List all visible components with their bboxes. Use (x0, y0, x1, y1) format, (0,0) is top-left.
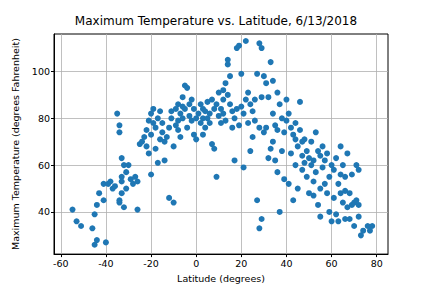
svg-text:-20: -20 (143, 258, 159, 269)
svg-text:100: 100 (32, 66, 50, 77)
svg-text:60: 60 (38, 160, 50, 171)
svg-text:Latitude (degrees): Latitude (degrees) (177, 273, 265, 284)
svg-text:80: 80 (371, 258, 383, 269)
svg-text:Maximum Temperature vs. Latitu: Maximum Temperature vs. Latitude, 6/13/2… (75, 14, 357, 28)
svg-text:-40: -40 (98, 258, 114, 269)
svg-text:0: 0 (193, 258, 199, 269)
svg-text:Maximum Temperature (degrees F: Maximum Temperature (degrees Fahrenheit) (10, 38, 21, 250)
svg-text:60: 60 (326, 258, 338, 269)
svg-text:-60: -60 (53, 258, 69, 269)
svg-text:40: 40 (280, 258, 292, 269)
svg-text:20: 20 (235, 258, 247, 269)
svg-text:40: 40 (38, 206, 50, 217)
svg-text:80: 80 (38, 113, 50, 124)
